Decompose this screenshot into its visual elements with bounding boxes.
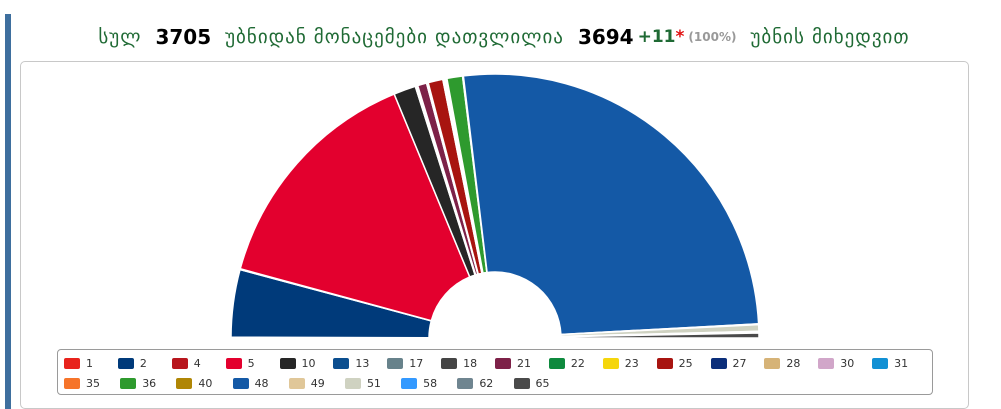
legend-item-21[interactable]: 21 (495, 357, 549, 370)
legend-item-49[interactable]: 49 (288, 376, 345, 390)
legend-item-2[interactable]: 2 (117, 356, 172, 370)
legend-label: 22 (570, 356, 585, 370)
legend-row: 1 2 4 5 10 13 17 18 21 22 23 25 27 28 30 31 (64, 353, 926, 373)
semicircle-chart (230, 73, 760, 339)
legend-swatch (279, 357, 296, 369)
legend-item-58[interactable]: 58 (401, 377, 457, 390)
legend-swatch (764, 357, 781, 369)
legend-label: 35 (86, 376, 100, 390)
legend-item-35[interactable]: 35 (64, 377, 120, 390)
legend-swatch (401, 377, 418, 389)
legend-swatch (344, 377, 361, 389)
legend-item-25[interactable]: 25 (656, 356, 711, 370)
legend-label: 18 (463, 356, 478, 370)
legend-item-5[interactable]: 5 (225, 356, 280, 370)
left-accent-bar (5, 14, 11, 409)
legend-label: 10 (301, 356, 316, 370)
legend-swatch (171, 357, 188, 369)
legend-label: 28 (786, 356, 801, 370)
legend-label: 1 (86, 356, 93, 370)
legend-swatch (333, 357, 350, 369)
legend-swatch (64, 377, 80, 389)
extra-count: +11 (637, 27, 676, 47)
total-value: 3705 (155, 25, 212, 49)
legend-swatch (513, 377, 530, 389)
legend-label: 51 (366, 376, 381, 390)
legend-swatch (387, 357, 404, 369)
legend-label: 49 (310, 376, 325, 390)
slice-48[interactable] (462, 73, 760, 336)
legend-item-36[interactable]: 36 (120, 377, 176, 390)
legend-label: 4 (193, 356, 201, 370)
legend-swatch (176, 377, 193, 389)
legend-swatch (602, 357, 619, 369)
legend-item-28[interactable]: 28 (764, 357, 818, 370)
legend-label: 5 (247, 356, 255, 370)
legend-item-31[interactable]: 31 (872, 357, 926, 370)
slice-5[interactable] (239, 93, 471, 322)
counted-label: უბნიდან მონაცემები დათვლილია (225, 26, 564, 48)
legend-label: 65 (535, 376, 550, 390)
legend-label: 40 (198, 376, 213, 390)
legend-swatch (225, 357, 242, 369)
legend-item-40[interactable]: 40 (176, 377, 232, 390)
legend-item-10[interactable]: 10 (279, 356, 334, 370)
results-header: სულ 3705 უბნიდან მონაცემები დათვლილია 36… (14, 14, 994, 60)
legend-label: 17 (409, 356, 424, 370)
legend-label: 58 (423, 376, 438, 390)
legend-label: 27 (732, 356, 747, 370)
suffix-label: უბნის მიხედვით (750, 26, 910, 48)
legend-swatch (872, 357, 889, 369)
legend-label: 13 (355, 356, 370, 370)
legend-swatch (64, 357, 80, 369)
footnote-star: * (675, 27, 685, 47)
chart-legend: 1 2 4 5 10 13 17 18 21 22 23 25 27 28 30 31 35 36 40 48 49 51… (57, 349, 933, 395)
legend-swatch (441, 357, 458, 369)
legend-row: 35 36 40 48 49 51 58 62 65 (64, 373, 926, 393)
legend-item-51[interactable]: 51 (344, 376, 401, 390)
legend-item-48[interactable]: 48 (232, 376, 289, 390)
legend-label: 23 (624, 356, 639, 370)
legend-label: 36 (142, 376, 157, 390)
legend-label: 2 (139, 356, 147, 370)
total-label: სულ (98, 26, 142, 48)
percent-counted: (100%) (688, 30, 737, 44)
legend-item-13[interactable]: 13 (333, 357, 387, 370)
legend-swatch (117, 357, 134, 369)
legend-swatch (232, 377, 249, 389)
legend-label: 21 (517, 356, 531, 370)
legend-item-1[interactable]: 1 (64, 357, 118, 370)
legend-swatch (818, 357, 835, 369)
legend-item-22[interactable]: 22 (548, 356, 603, 370)
legend-item-17[interactable]: 17 (387, 357, 441, 370)
legend-item-23[interactable]: 23 (602, 356, 657, 370)
legend-item-62[interactable]: 62 (457, 377, 513, 390)
legend-item-65[interactable]: 65 (513, 376, 570, 390)
legend-swatch (120, 377, 137, 389)
legend-swatch (710, 357, 727, 369)
legend-swatch (288, 377, 305, 389)
counted-value: 3694 (577, 25, 634, 49)
legend-swatch (457, 377, 474, 389)
legend-item-4[interactable]: 4 (171, 356, 226, 370)
legend-item-30[interactable]: 30 (818, 357, 872, 370)
legend-item-27[interactable]: 27 (710, 356, 765, 370)
legend-swatch (495, 357, 511, 369)
legend-label: 48 (254, 376, 269, 390)
legend-label: 30 (840, 356, 855, 370)
slice-65[interactable] (560, 332, 760, 339)
legend-swatch (548, 357, 565, 369)
legend-label: 31 (894, 356, 909, 370)
legend-label: 62 (479, 376, 494, 390)
legend-swatch (656, 357, 673, 369)
legend-item-18[interactable]: 18 (441, 357, 495, 370)
legend-label: 25 (678, 356, 693, 370)
